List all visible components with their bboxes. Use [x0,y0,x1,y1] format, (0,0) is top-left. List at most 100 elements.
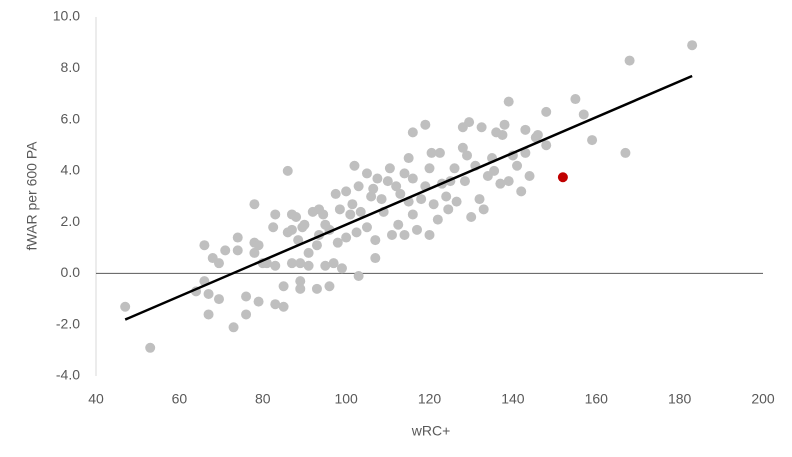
data-point [474,194,485,205]
data-point [368,183,379,194]
data-point [334,204,345,215]
data-point [428,199,439,210]
data-point [532,129,543,140]
x-tick-label: 200 [751,391,775,407]
data-point [199,240,210,251]
data-point [295,276,306,287]
data-point [220,245,231,256]
data-point [520,124,531,135]
data-point [353,181,364,192]
data-point [624,55,635,66]
data-point [451,196,462,207]
data-point [303,247,314,258]
data-point [213,294,224,305]
data-point [278,301,289,312]
data-point [270,299,281,310]
data-point [232,245,243,256]
y-tick-label: -2.0 [56,315,80,331]
data-point [349,160,360,171]
data-point [399,168,410,179]
data-point [253,296,264,307]
y-tick-label: 4.0 [61,162,81,178]
y-tick-label: -4.0 [56,367,80,383]
y-tick-label: 2.0 [61,213,81,229]
y-tick-label: 10.0 [53,8,80,24]
data-point [361,168,372,179]
data-point [370,235,381,246]
data-point [541,106,552,117]
y-tick-label: 0.0 [61,264,81,280]
data-point [466,212,477,223]
x-tick-label: 120 [418,391,442,407]
trend-line [124,74,693,321]
data-point [291,212,302,223]
data-point [393,219,404,230]
data-point [434,147,445,158]
data-point [320,260,331,271]
data-point [203,288,214,299]
data-point [557,172,568,183]
data-point [432,214,443,225]
data-point [478,204,489,215]
data-point [278,281,289,292]
data-point [355,206,366,217]
data-point [299,219,310,230]
data-point [366,191,377,202]
data-point [353,270,364,281]
data-point [407,173,418,184]
data-point [286,258,297,269]
data-point [503,96,514,107]
data-point [457,142,468,153]
data-point [687,40,698,51]
data-point [282,165,293,176]
y-axis-title: fWAR per 600 PA [24,141,40,251]
data-point [328,258,339,269]
data-point [145,342,156,353]
x-tick-label: 160 [585,391,609,407]
data-point [426,147,437,158]
x-axis-title: wRC+ [411,423,451,439]
data-point [520,147,531,158]
x-tick-label: 60 [172,391,188,407]
data-point [407,209,418,220]
data-point [341,232,352,243]
data-point [382,176,393,187]
data-point [295,258,306,269]
data-point [524,170,535,181]
x-tick-label: 140 [501,391,525,407]
x-tick-label: 80 [255,391,271,407]
data-point [391,181,402,192]
data-point [324,281,335,292]
data-point [489,165,500,176]
data-point [403,153,414,164]
data-point [341,186,352,197]
data-point [361,222,372,233]
data-point [120,301,131,312]
data-point [424,229,435,240]
data-point [311,240,322,251]
data-point [512,160,523,171]
data-point [570,94,581,105]
data-point [499,119,510,130]
data-point [249,247,260,258]
data-point [441,191,452,202]
data-point [424,163,435,174]
data-point [503,176,514,187]
data-point [386,229,397,240]
y-tick-label: 8.0 [61,59,81,75]
data-point [395,188,406,199]
data-point [411,224,422,235]
data-point [249,199,260,210]
data-point [303,260,314,271]
data-point [293,235,304,246]
data-point [497,129,508,140]
data-point [399,229,410,240]
data-point [270,209,281,220]
data-point [416,194,427,205]
data-point [370,253,381,264]
data-point [270,260,281,271]
data-point [232,232,243,243]
data-point [541,140,552,151]
data-point [516,186,527,197]
